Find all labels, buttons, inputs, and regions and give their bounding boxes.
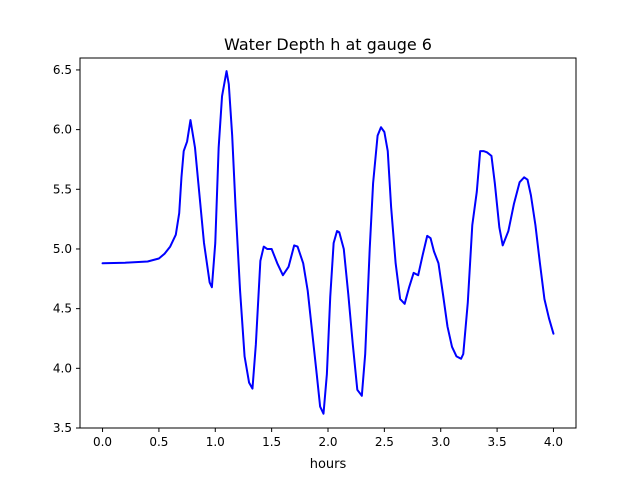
- x-tick-label: 4.0: [544, 435, 563, 449]
- x-axis-ticks: 0.0 0.5 1.0 1.5 2.0 2.5 3.0 3.5 4.0: [93, 428, 563, 449]
- y-tick-label: 4.5: [53, 302, 72, 316]
- y-tick-label: 5.0: [53, 242, 72, 256]
- x-tick-label: 1.0: [206, 435, 225, 449]
- y-tick-label: 6.0: [53, 123, 72, 137]
- y-tick-label: 3.5: [53, 421, 72, 435]
- plot-area-frame: [79, 57, 577, 429]
- water-depth-series-line: [101, 70, 555, 415]
- y-tick-label: 4.0: [53, 361, 72, 375]
- x-tick-label: 2.0: [318, 435, 337, 449]
- y-axis-ticks: 3.5 4.0 4.5 5.0 5.5 6.0 6.5: [53, 63, 80, 435]
- y-tick-label: 6.5: [53, 63, 72, 77]
- x-tick-label: 3.0: [431, 435, 450, 449]
- x-axis-label: hours: [310, 457, 347, 472]
- x-tick-label: 2.5: [375, 435, 394, 449]
- x-tick-label: 0.5: [149, 435, 168, 449]
- x-tick-label: 3.5: [488, 435, 507, 449]
- y-tick-label: 5.5: [53, 182, 72, 196]
- chart-title: Water Depth h at gauge 6: [224, 35, 432, 54]
- x-tick-label: 1.5: [262, 435, 281, 449]
- x-tick-label: 0.0: [93, 435, 112, 449]
